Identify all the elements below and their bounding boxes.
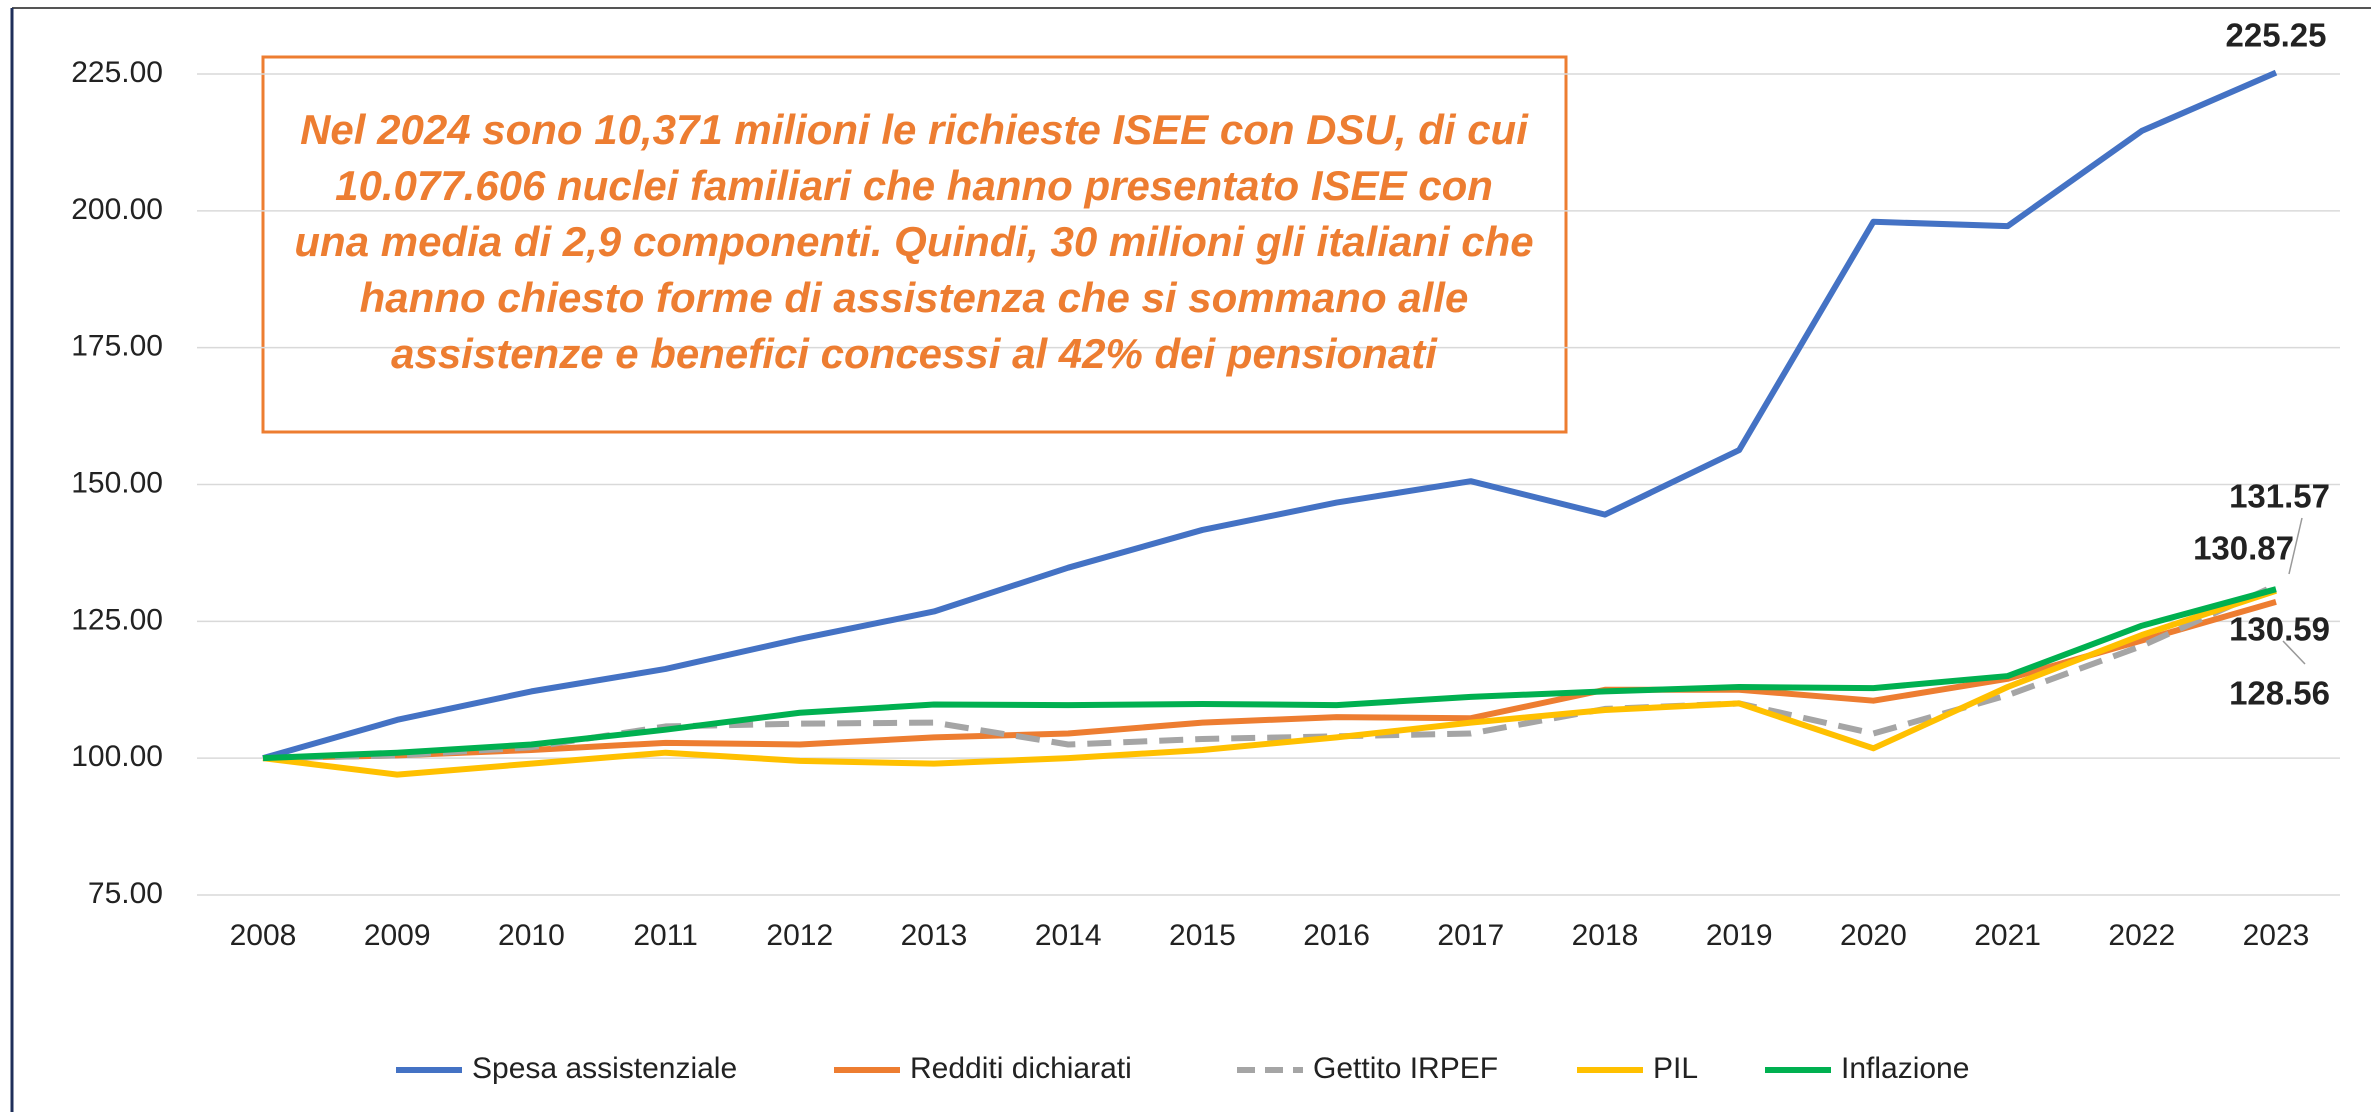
series-line — [262, 598, 2277, 762]
x-tick-label: 2019 — [1706, 919, 1773, 952]
x-tick-label: 2011 — [633, 919, 698, 952]
data-label: 128.56 — [2229, 675, 2330, 712]
x-tick-label: 2021 — [1974, 919, 2041, 952]
annotation-box — [261, 55, 1568, 434]
annotation: assistenze e benefici concessi al 42% de… — [391, 330, 1438, 377]
x-tick-label: 2012 — [766, 919, 833, 952]
x-tick-label: 2016 — [1303, 919, 1370, 952]
legend-label: Spesa assistenziale — [472, 1052, 737, 1085]
x-tick-label: 2009 — [364, 919, 431, 952]
legend-label: Gettito IRPEF — [1313, 1052, 1498, 1085]
data-label: 225.25 — [2226, 17, 2327, 54]
x-tick-label: 2023 — [2243, 919, 2310, 952]
legend-label: Redditi dichiarati — [910, 1052, 1132, 1085]
x-tick-label: 2022 — [2108, 919, 2175, 952]
data-label: 130.87 — [2193, 530, 2294, 567]
series-line — [262, 586, 2277, 762]
series-line — [262, 582, 2278, 762]
y-tick-label: 225.00 — [71, 56, 163, 89]
y-tick-label: 200.00 — [71, 193, 163, 226]
legend-label: PIL — [1653, 1052, 1698, 1085]
series-line — [262, 69, 2278, 762]
leader-line — [2282, 640, 2306, 665]
legend-label: Inflazione — [1841, 1052, 1969, 1085]
x-tick-label: 2008 — [230, 919, 297, 952]
x-tick-label: 2013 — [901, 919, 968, 952]
y-tick-label: 125.00 — [71, 603, 163, 636]
x-tick-label: 2018 — [1572, 919, 1639, 952]
x-tick-label: 2010 — [498, 919, 565, 952]
annotation: una media di 2,9 componenti. Quindi, 30 … — [294, 218, 1533, 266]
x-tick-label: 2017 — [1437, 919, 1504, 952]
annotation: hanno chiesto forme di assistenza che si… — [360, 274, 1469, 321]
y-tick-label: 100.00 — [71, 740, 163, 773]
y-tick-label: 75.00 — [88, 877, 163, 910]
x-tick-label: 2015 — [1169, 919, 1236, 952]
annotation: 10.077.606 nuclei familiari che hanno pr… — [335, 162, 1493, 209]
y-tick-label: 175.00 — [71, 330, 163, 363]
data-label: 130.59 — [2229, 611, 2330, 648]
data-label: 131.57 — [2229, 478, 2330, 515]
y-tick-label: 150.00 — [71, 466, 163, 499]
series-line — [262, 587, 2277, 778]
x-tick-label: 2020 — [1840, 919, 1907, 952]
x-tick-label: 2014 — [1035, 919, 1102, 952]
annotation: Nel 2024 sono 10,371 milioni le richiest… — [300, 106, 1529, 153]
leader-line — [2288, 517, 2303, 575]
